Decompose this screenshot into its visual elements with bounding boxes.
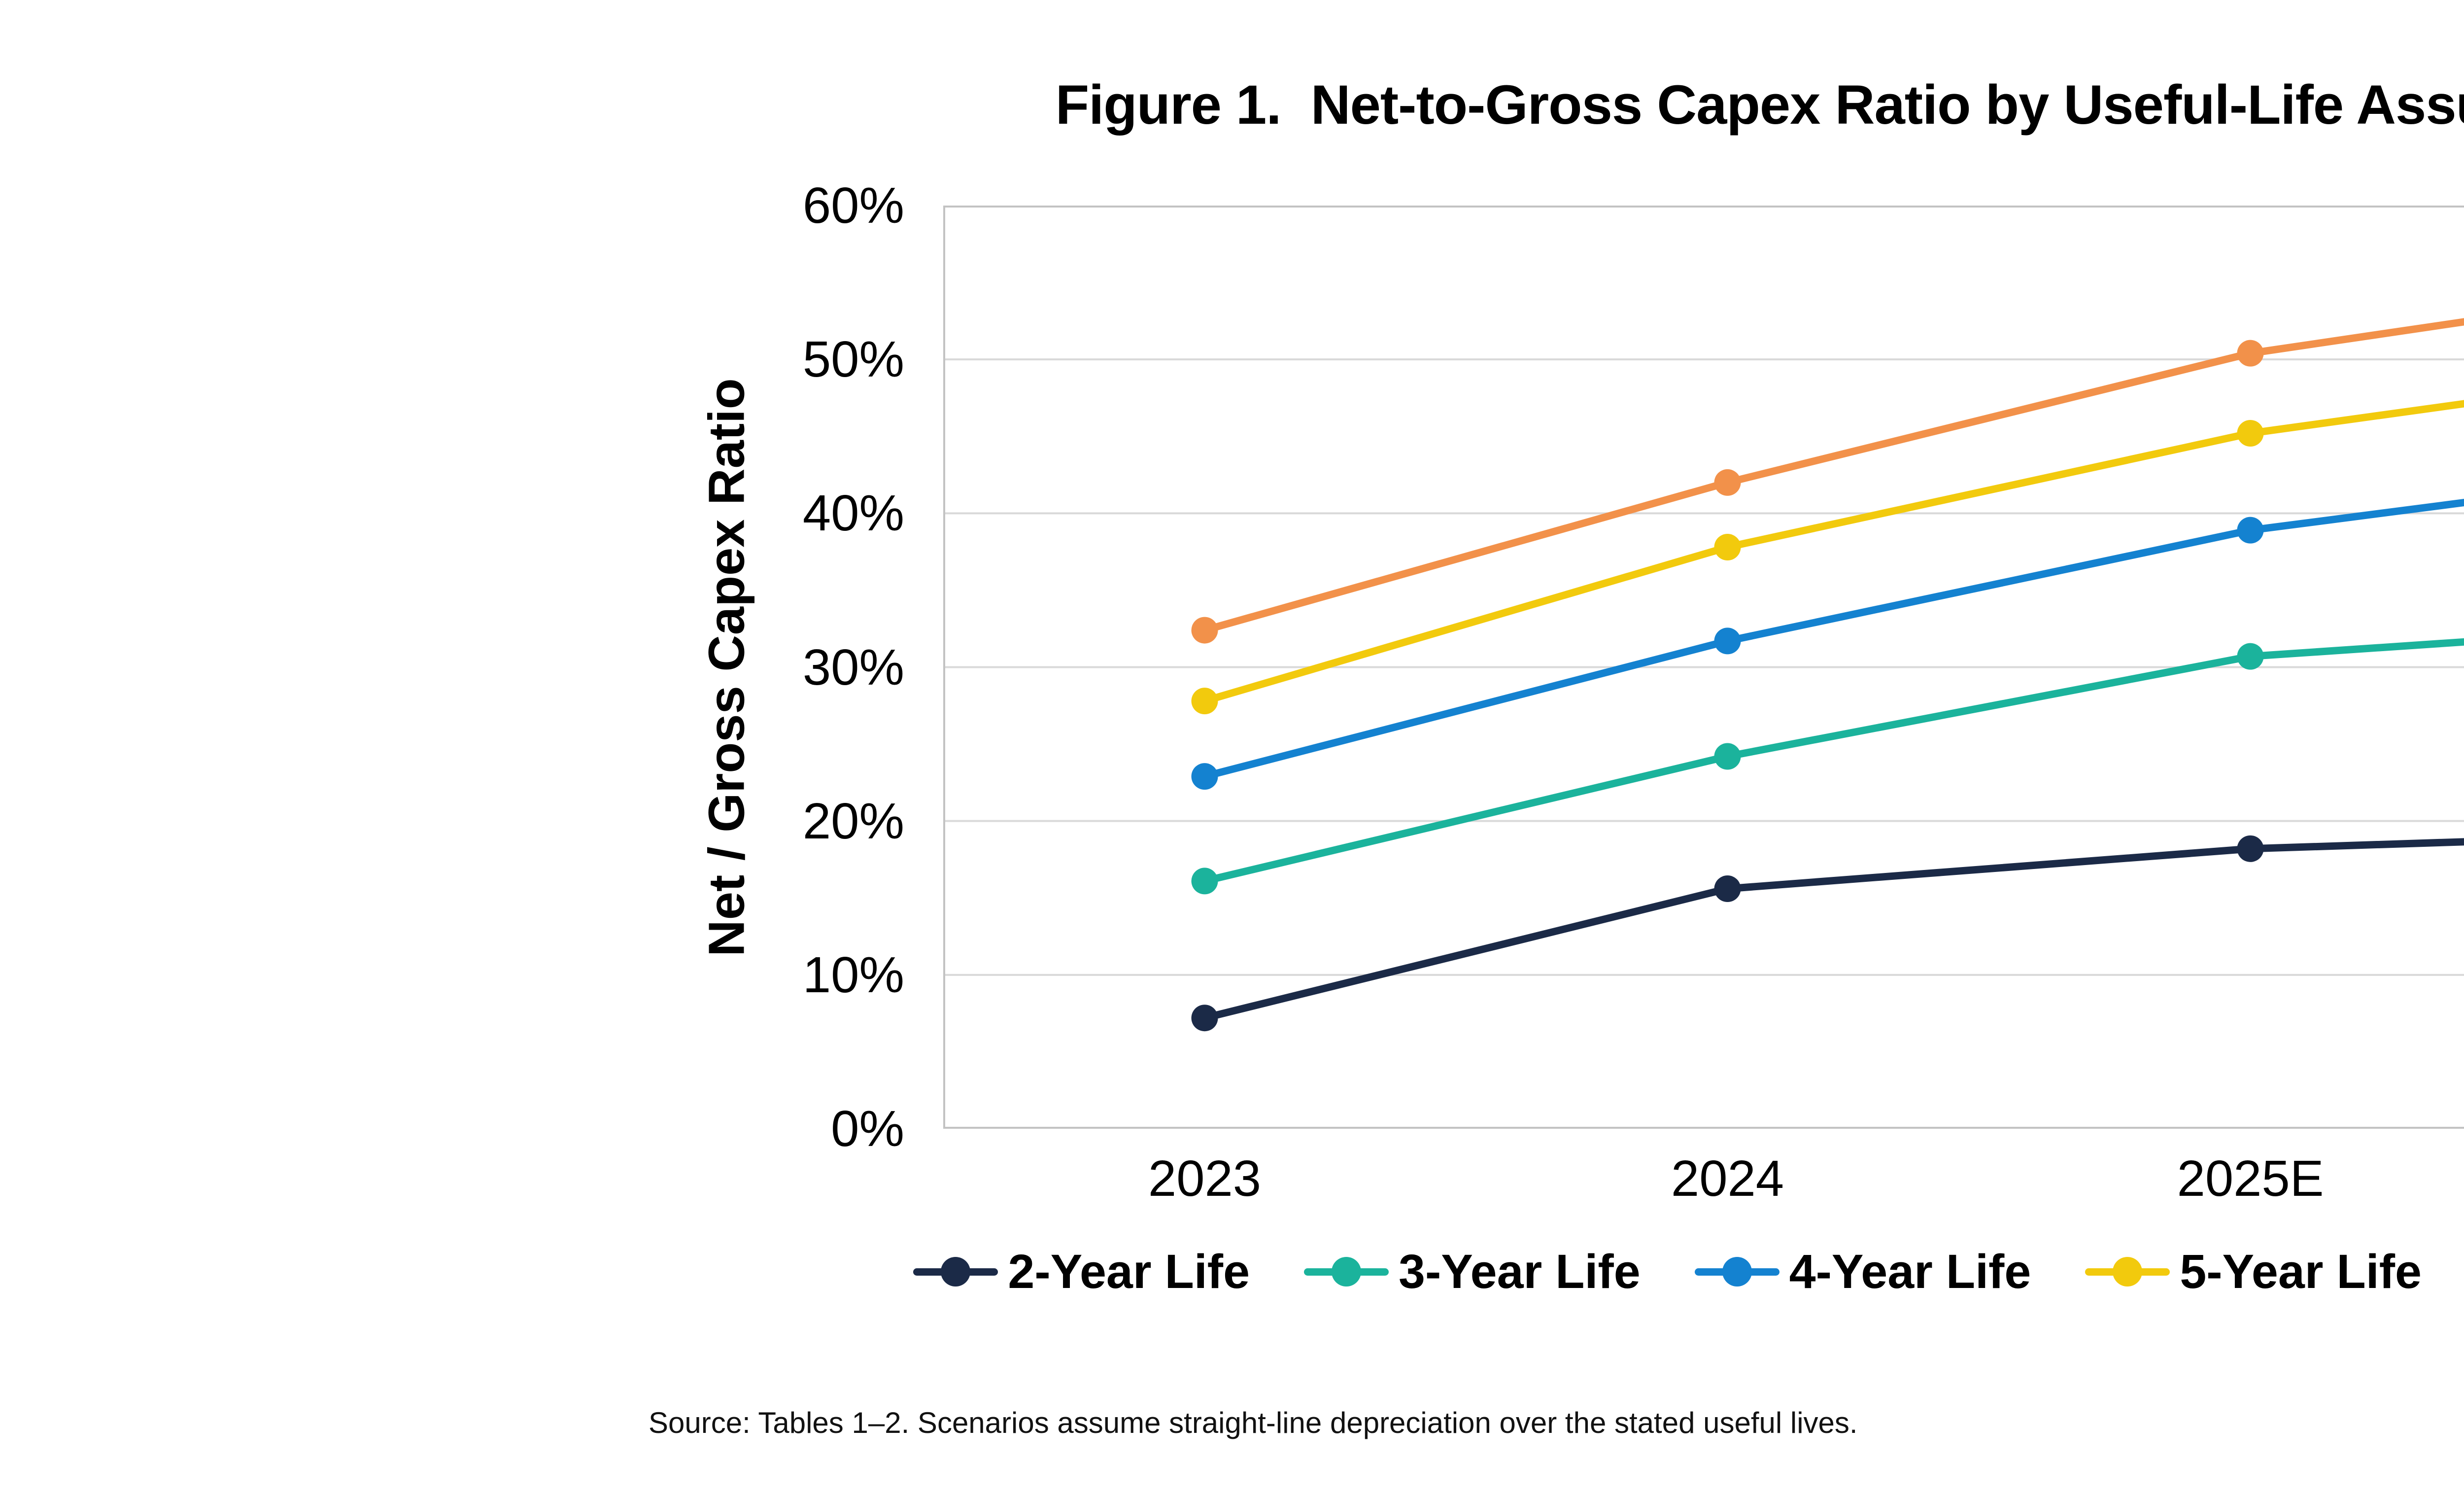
figure-title: Figure 1. Net-to-Gross Capex Ratio by Us… bbox=[1055, 74, 2464, 136]
y-tick-label: 20% bbox=[802, 792, 904, 849]
legend-marker-icon bbox=[1694, 1255, 1780, 1288]
data-point bbox=[1191, 763, 1218, 790]
legend-marker-icon bbox=[2085, 1255, 2170, 1288]
data-point bbox=[1714, 469, 1741, 496]
legend-label: 4-Year Life bbox=[1789, 1245, 2031, 1298]
data-point bbox=[1191, 688, 1218, 715]
legend-marker-icon bbox=[1304, 1255, 1389, 1288]
series-line-5-year-life bbox=[1201, 400, 2464, 705]
series-line-3-year-life bbox=[1201, 638, 2464, 885]
series-line-2-year-life bbox=[1201, 838, 2464, 1022]
x-tick-label: 2025E bbox=[2177, 1150, 2324, 1207]
series-line-6-year-life bbox=[1201, 318, 2464, 634]
legend-item: 4-Year Life bbox=[1694, 1244, 2031, 1299]
y-axis-tick-labels: 0% 10% 20% 30% 40% 50% 60% bbox=[586, 177, 904, 1157]
legend-label: 2-Year Life bbox=[1008, 1245, 1250, 1298]
data-point bbox=[1191, 868, 1218, 895]
line-chart-plot-area bbox=[943, 206, 2464, 1129]
y-tick-label: 10% bbox=[802, 946, 904, 1003]
data-point bbox=[2237, 835, 2264, 862]
legend-item: 5-Year Life bbox=[2085, 1244, 2422, 1299]
legend-item: 2-Year Life bbox=[913, 1244, 1250, 1299]
legend-marker-icon bbox=[913, 1255, 998, 1288]
legend-dot bbox=[1722, 1257, 1752, 1286]
x-tick-label: 2023 bbox=[1148, 1150, 1262, 1207]
legend-label: 5-Year Life bbox=[2180, 1245, 2422, 1298]
legend-dot bbox=[1332, 1257, 1362, 1286]
legend-dot bbox=[2113, 1257, 2143, 1286]
legend-dot bbox=[941, 1257, 971, 1286]
data-point bbox=[2237, 340, 2264, 367]
x-tick-label: 2024 bbox=[1671, 1150, 1784, 1207]
data-point bbox=[1714, 875, 1741, 903]
legend-item: 3-Year Life bbox=[1304, 1244, 1641, 1299]
source-note: Source: Tables 1–2. Scenarios assume str… bbox=[649, 1406, 1858, 1439]
plot-border bbox=[943, 206, 2464, 1129]
y-tick-label: 60% bbox=[802, 177, 904, 234]
y-tick-label: 40% bbox=[802, 485, 904, 542]
data-point bbox=[1714, 627, 1741, 655]
data-point bbox=[1191, 1005, 1218, 1032]
data-point bbox=[2237, 643, 2264, 670]
chart-legend: 2-Year Life 3-Year Life 4-Year Life 5-Year … bbox=[715, 1235, 2464, 1309]
y-tick-label: 0% bbox=[831, 1100, 904, 1157]
data-point bbox=[2237, 420, 2264, 447]
legend-label: 3-Year Life bbox=[1399, 1245, 1641, 1298]
data-point bbox=[2237, 517, 2264, 544]
y-tick-label: 30% bbox=[802, 638, 904, 695]
y-tick-label: 50% bbox=[802, 331, 904, 388]
series-line-4-year-life bbox=[1201, 498, 2464, 780]
data-point bbox=[1191, 617, 1218, 644]
x-axis-tick-labels: 202320242025E2026E bbox=[943, 1149, 2464, 1216]
data-point bbox=[1714, 743, 1741, 770]
data-point bbox=[1714, 534, 1741, 561]
